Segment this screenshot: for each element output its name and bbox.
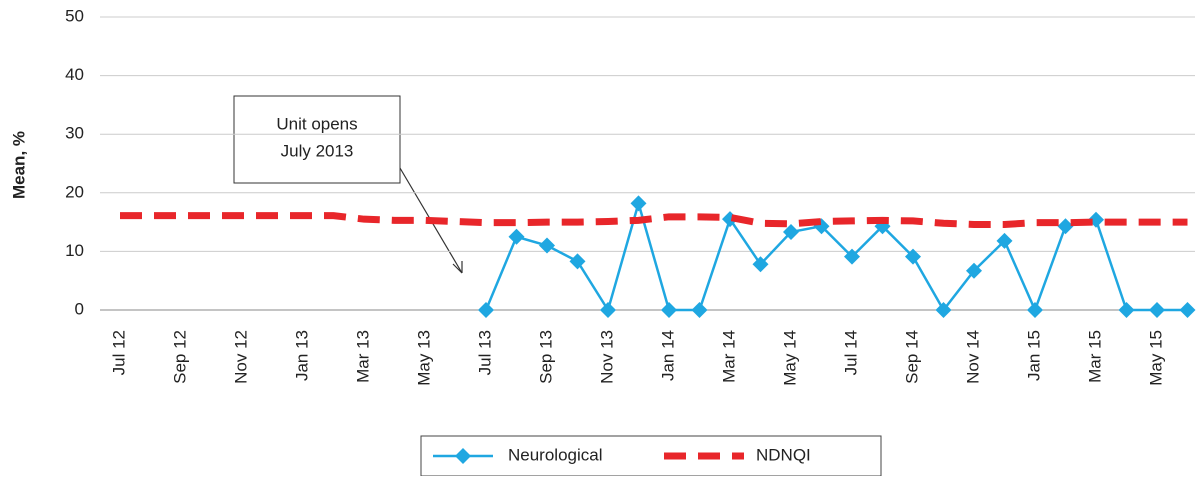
- annotation-text: July 2013: [281, 141, 354, 160]
- y-tick-label: 40: [65, 65, 84, 84]
- y-tick-label: 0: [75, 299, 84, 318]
- data-point: [691, 302, 708, 318]
- data-point: [539, 237, 555, 254]
- data-point: [569, 253, 586, 270]
- data-point: [996, 232, 1013, 249]
- x-tick-label: Jan 15: [1024, 330, 1043, 381]
- data-point: [905, 248, 921, 265]
- data-point: [1118, 302, 1135, 318]
- x-tick-label: Jul 14: [841, 330, 860, 375]
- x-tick-label: Mar 14: [719, 330, 738, 383]
- data-point: [935, 302, 952, 318]
- y-tick-label: 10: [65, 241, 84, 260]
- data-point: [844, 248, 860, 265]
- x-tick-label: Jan 13: [292, 330, 311, 381]
- data-point: [508, 228, 525, 245]
- x-tick-label: Sep 14: [902, 330, 921, 384]
- data-point: [752, 256, 769, 273]
- annotation-arrowhead: [452, 261, 463, 274]
- data-point: [661, 302, 677, 318]
- y-tick-label: 30: [65, 124, 84, 143]
- x-tick-label: Mar 15: [1085, 330, 1104, 383]
- x-tick-label: Jul 12: [109, 330, 128, 375]
- x-tick-label: Sep 12: [170, 330, 189, 384]
- y-axis-label: Mean, %: [9, 131, 28, 199]
- y-tick-label: 20: [65, 182, 84, 201]
- data-point: [783, 224, 799, 241]
- x-tick-label: Nov 12: [231, 330, 250, 384]
- y-tick-label: 50: [65, 6, 84, 25]
- legend-label: Neurological: [508, 445, 603, 464]
- series-line: [120, 212, 1188, 228]
- x-tick-label: Nov 13: [597, 330, 616, 384]
- legend-swatch: [455, 448, 471, 464]
- data-point: [1057, 218, 1074, 235]
- x-tick-label: Sep 13: [536, 330, 555, 384]
- data-point: [478, 302, 494, 318]
- data-point: [1179, 302, 1196, 318]
- x-tick-label: Mar 13: [353, 330, 372, 383]
- annotation-text: Unit opens: [276, 114, 357, 133]
- data-point: [600, 302, 616, 318]
- data-point: [1027, 302, 1043, 318]
- x-tick-label: May 13: [414, 330, 433, 386]
- x-tick-label: Jan 14: [658, 330, 677, 381]
- data-point: [966, 262, 982, 279]
- annotation-box: [233, 95, 401, 184]
- x-tick-label: May 14: [780, 330, 799, 386]
- x-tick-label: May 15: [1146, 330, 1165, 386]
- x-tick-label: Jul 13: [475, 330, 494, 375]
- data-point: [630, 195, 647, 212]
- legend-label: NDNQI: [756, 445, 811, 464]
- x-tick-label: Nov 14: [963, 330, 982, 384]
- data-point: [1149, 302, 1165, 318]
